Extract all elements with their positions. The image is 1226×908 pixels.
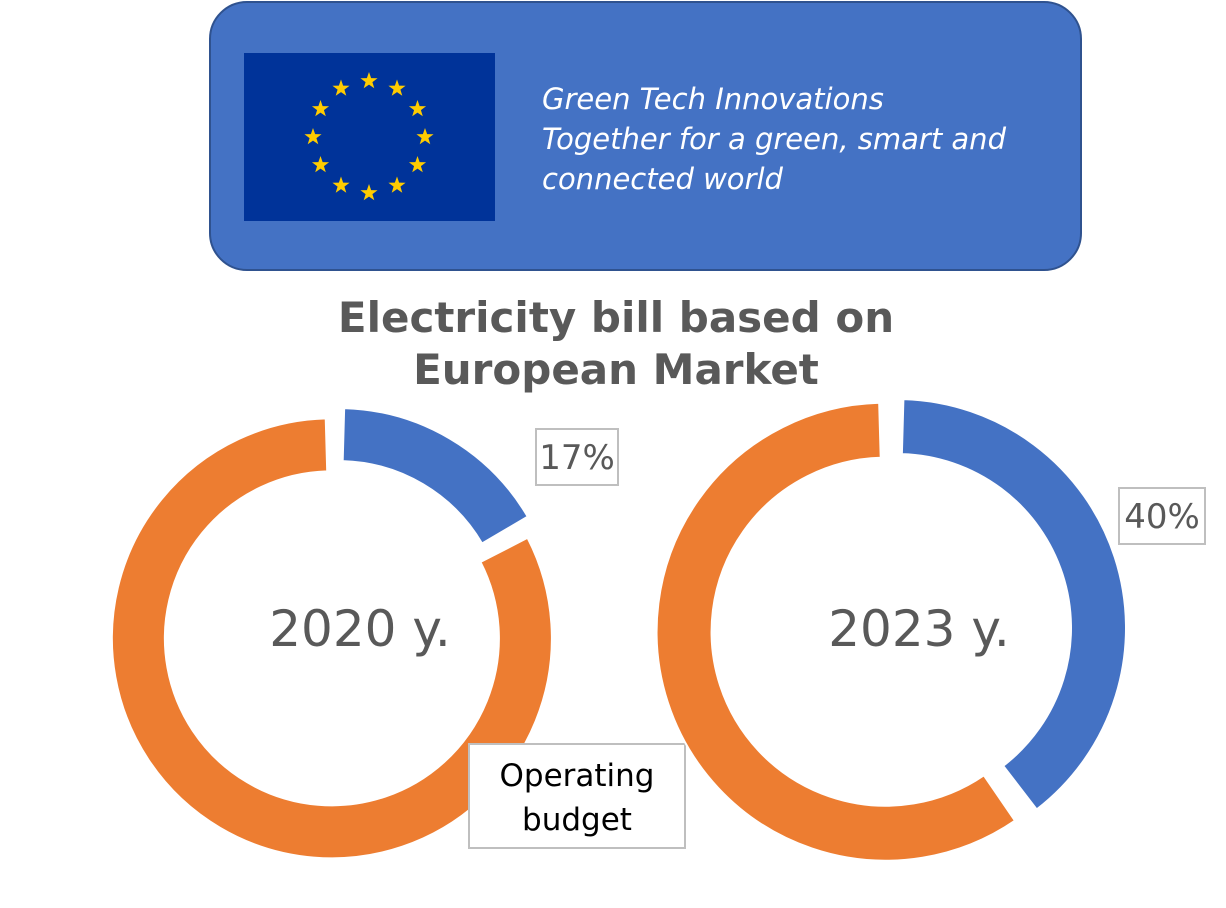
tagline: Green Tech Innovations Together for a gr…	[542, 79, 1062, 199]
flag-star-icon	[416, 128, 434, 145]
chart-title-line-2: European Market	[413, 345, 819, 394]
flag-star-icon	[408, 100, 427, 117]
flag-star-icon	[311, 100, 330, 117]
tagline-line-1: Green Tech Innovations	[542, 82, 884, 116]
header-banner: Green Tech Innovations Together for a gr…	[209, 1, 1082, 271]
donut-center-label: 2020 y.	[269, 600, 451, 658]
chart-title-line-1: Electricity bill based on	[337, 293, 895, 342]
data-label-box	[468, 743, 686, 849]
flag-star-icon	[388, 176, 406, 193]
data-label-box	[1118, 487, 1206, 545]
data-label: 17%	[539, 438, 615, 478]
flag-star-icon	[311, 156, 330, 173]
donut-slice	[341, 407, 530, 545]
flag-star-icon	[332, 79, 350, 96]
flag-star-icon	[360, 184, 378, 201]
eu-flag-icon	[244, 53, 495, 221]
donut-center-label: 2023 y.	[828, 600, 1010, 658]
flag-star-icon	[304, 128, 322, 145]
donut-slice	[110, 417, 553, 860]
flag-star-icon	[408, 156, 427, 173]
tagline-line-3: connected world	[542, 162, 783, 196]
donut-slice	[655, 401, 1017, 862]
data-label: Operating	[500, 758, 655, 794]
data-label: budget	[522, 802, 632, 838]
flag-star-icon	[388, 79, 406, 96]
tagline-line-2: Together for a green, smart and	[542, 122, 1006, 156]
donut-slice	[900, 398, 1127, 811]
flag-star-icon	[360, 72, 378, 89]
chart-title: Electricity bill based on European Marke…	[300, 292, 932, 396]
flag-star-icon	[332, 176, 350, 193]
data-label-box	[535, 428, 619, 486]
data-label: 40%	[1124, 497, 1200, 537]
